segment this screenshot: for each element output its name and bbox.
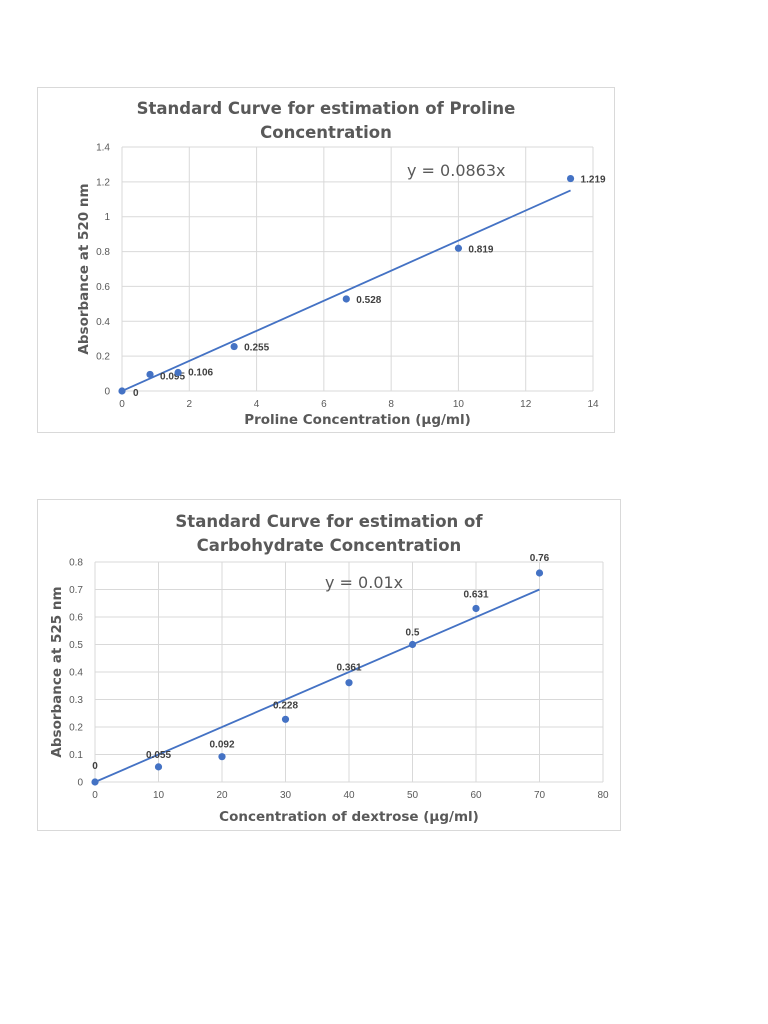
y-tick-label: 0 <box>77 778 83 789</box>
chart-title: Standard Curve for estimation of Proline… <box>38 97 614 145</box>
trendline <box>121 189 571 392</box>
x-tick-label: 70 <box>534 790 546 801</box>
y-tick-label: 0.2 <box>96 352 110 363</box>
x-tick-label: 40 <box>343 790 355 801</box>
y-tick-label: 0.7 <box>69 585 83 596</box>
y-tick-label: 0.2 <box>69 723 83 734</box>
y-tick-label: 0.6 <box>96 282 110 293</box>
data-label: 0 <box>92 761 98 772</box>
data-point <box>408 640 417 649</box>
y-tick-label: 0.5 <box>69 640 83 651</box>
x-tick-label: 10 <box>453 399 465 410</box>
y-tick-label: 0.3 <box>69 695 83 706</box>
x-tick-label: 10 <box>153 790 165 801</box>
x-tick-label: 30 <box>280 790 292 801</box>
chart-title-line-2: Carbohydrate Concentration <box>196 536 462 555</box>
data-point <box>118 387 126 395</box>
y-tick-label: 1.2 <box>96 177 110 188</box>
chart-title-line-1: Standard Curve for estimation of Proline <box>136 99 516 118</box>
plot-area: 0 10 20 30 40 50 60 70 80 0 0.1 0.2 0.3 0.4 0.5 0.6 0.7 0… <box>49 553 609 825</box>
data-point <box>472 604 480 613</box>
data-label: 0 <box>133 388 139 399</box>
data-point <box>566 174 575 183</box>
carbohydrate-standard-curve-chart: Standard Curve for estimation of Carbohy… <box>37 499 621 831</box>
y-axis-title: Absorbance at 520 nm <box>76 183 92 354</box>
chart-title: Standard Curve for estimation of Carbohy… <box>38 510 620 558</box>
x-tick-label: 0 <box>119 399 125 410</box>
x-tick-label: 8 <box>388 399 394 410</box>
chart-title-line-2: Concentration <box>260 123 392 142</box>
data-point <box>281 715 290 723</box>
y-tick-label: 1 <box>104 212 110 223</box>
plot-area: 0 2 4 6 8 10 12 14 0 0.2 0.4 0.6 0.8 1 1.2 1.4 Proline C… <box>76 143 606 429</box>
x-tick-label: 0 <box>92 790 98 801</box>
x-tick-label: 2 <box>187 399 193 410</box>
trendline-equation: y = 0.0863x <box>407 161 506 180</box>
data-label: 0.255 <box>244 343 269 354</box>
x-tick-label: 50 <box>407 790 419 801</box>
y-tick-label: 0 <box>104 387 110 398</box>
data-point <box>154 763 163 771</box>
data-label: 0.5 <box>406 628 420 639</box>
y-tick-label: 0.4 <box>69 668 83 679</box>
data-label: 0.361 <box>336 663 361 674</box>
x-tick-label: 12 <box>520 399 532 410</box>
x-tick-label: 14 <box>587 399 599 410</box>
chart-title-line-1: Standard Curve for estimation of <box>175 512 483 531</box>
data-point <box>535 569 544 577</box>
x-tick-label: 60 <box>470 790 482 801</box>
data-point <box>454 244 463 252</box>
data-label: 0.055 <box>146 750 171 761</box>
data-label: 0.092 <box>209 740 234 751</box>
data-label: 0.095 <box>160 371 185 382</box>
y-tick-label: 0.1 <box>69 750 83 761</box>
trendline-equation: y = 0.01x <box>325 573 403 592</box>
data-label: 0.819 <box>468 244 493 255</box>
data-label: 0.76 <box>530 553 550 564</box>
x-axis-title: Concentration of dextrose (µg/ml) <box>219 809 479 825</box>
x-axis-title: Proline Concentration (µg/ml) <box>244 412 471 428</box>
x-tick-label: 6 <box>321 399 327 410</box>
data-point <box>218 753 226 761</box>
y-tick-label: 0.8 <box>69 558 83 569</box>
x-tick-label: 20 <box>216 790 228 801</box>
trendline <box>94 588 540 783</box>
data-point <box>342 295 350 303</box>
data-point <box>174 368 182 377</box>
y-tick-label: 0.8 <box>96 247 110 258</box>
data-point <box>230 342 238 351</box>
x-tick-label: 80 <box>597 790 609 801</box>
y-tick-label: 0.4 <box>96 317 110 328</box>
data-label: 0.106 <box>188 368 213 379</box>
data-label: 0.528 <box>356 295 381 306</box>
y-tick-label: 0.6 <box>69 613 83 624</box>
data-point <box>146 370 154 379</box>
data-label: 1.219 <box>581 175 606 186</box>
data-label: 0.631 <box>463 589 488 600</box>
y-axis-title: Absorbance at 525 nm <box>49 586 65 757</box>
proline-standard-curve-chart: Standard Curve for estimation of Proline… <box>37 87 615 433</box>
data-label: 0.228 <box>273 700 298 711</box>
y-tick-label: 1.4 <box>96 143 110 154</box>
data-point <box>345 679 353 687</box>
x-tick-label: 4 <box>254 399 260 410</box>
data-point <box>91 778 99 786</box>
